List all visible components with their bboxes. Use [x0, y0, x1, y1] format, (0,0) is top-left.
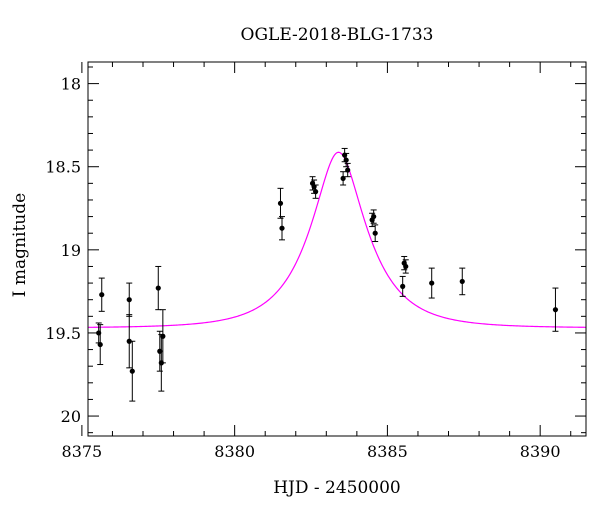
data-point [340, 171, 347, 186]
data-point [159, 309, 166, 364]
point-marker [97, 341, 103, 348]
data-point [97, 324, 104, 366]
data-point [372, 224, 379, 243]
model-curve-layer [87, 151, 587, 328]
point-marker [160, 333, 166, 339]
data-point [428, 267, 435, 299]
data-points-layer [95, 147, 559, 402]
point-marker [340, 175, 346, 181]
data-point [399, 275, 406, 297]
point-marker [129, 368, 135, 374]
point-marker [313, 189, 319, 195]
data-point [98, 277, 105, 312]
x-axis-title: HJD - 2450000 [273, 478, 401, 498]
data-point [402, 259, 409, 274]
x-tick-label: 8390 [520, 442, 561, 461]
y-tick-label: 18.5 [45, 158, 81, 177]
point-marker [99, 292, 105, 298]
data-point [312, 184, 319, 199]
y-tick-label: 19 [61, 241, 81, 260]
y-tick-label: 19.5 [45, 324, 81, 343]
data-point [459, 267, 466, 296]
point-marker [277, 200, 284, 206]
data-point [279, 216, 286, 241]
y-axis-title: I magnitude [10, 193, 30, 297]
y-tick-label: 18 [61, 75, 81, 94]
data-point [126, 314, 133, 369]
point-marker [400, 283, 406, 289]
x-tick-label: 8385 [367, 442, 408, 461]
chart-title: OGLE-2018-BLG-1733 [241, 25, 434, 45]
data-point [370, 209, 377, 224]
point-marker [345, 167, 351, 173]
x-tick-label: 8380 [214, 442, 255, 461]
data-point [129, 340, 136, 402]
point-marker [126, 338, 132, 344]
point-marker [403, 263, 409, 270]
data-point [126, 282, 133, 317]
point-marker [126, 297, 132, 303]
data-point [344, 162, 351, 178]
data-point [552, 287, 559, 332]
point-marker [343, 157, 349, 163]
model-curve [87, 151, 587, 328]
y-tick-label: 20 [61, 407, 81, 426]
point-marker [459, 278, 465, 285]
point-marker [155, 285, 161, 291]
point-marker [372, 230, 378, 236]
point-marker [552, 307, 559, 313]
plot-frame [87, 61, 587, 437]
data-point [155, 265, 162, 311]
axis-ticks: 8375 8380 8385 8390 18 18.5 19 19.5 20 [45, 62, 586, 461]
data-point [95, 322, 102, 344]
data-point [277, 187, 284, 219]
x-tick-label: 8375 [62, 442, 103, 461]
point-marker [279, 225, 285, 231]
point-marker [429, 280, 435, 286]
point-marker [371, 213, 377, 220]
